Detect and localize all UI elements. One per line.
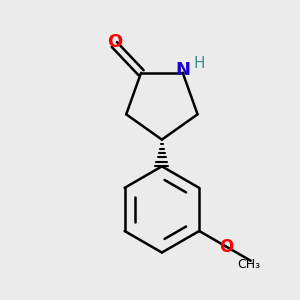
Text: O: O (219, 238, 233, 256)
Text: CH₃: CH₃ (238, 258, 261, 271)
Text: O: O (107, 33, 122, 51)
Text: N: N (175, 61, 190, 79)
Text: H: H (193, 56, 205, 71)
